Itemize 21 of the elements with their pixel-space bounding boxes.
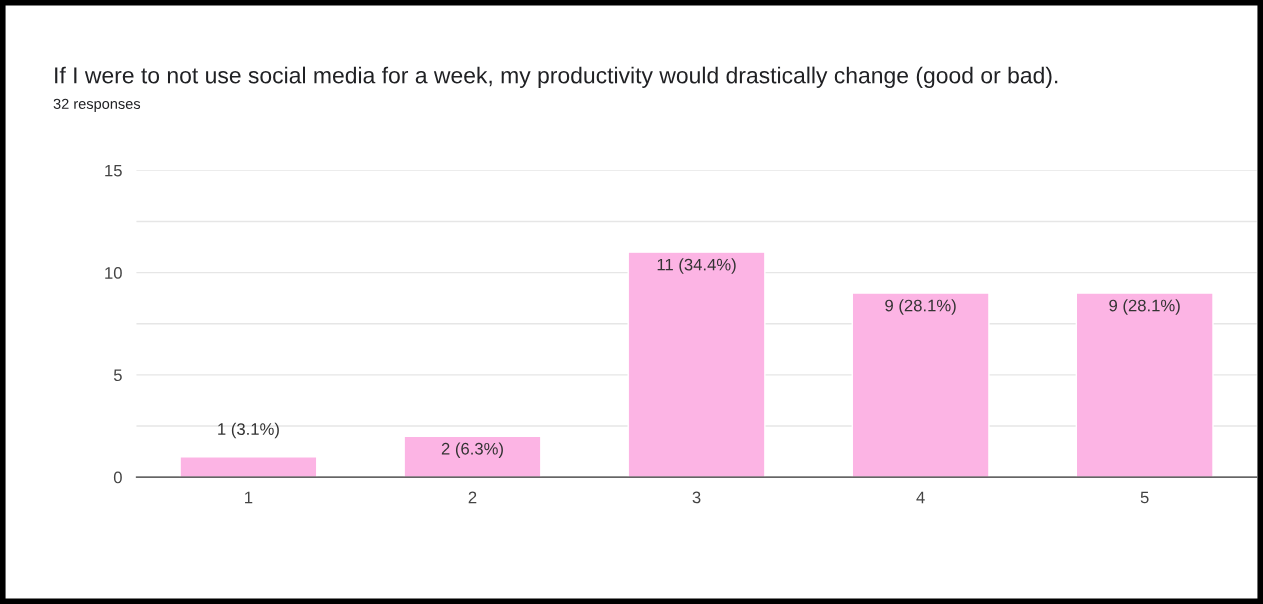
y-tick-label: 10 [105,267,122,279]
y-tick-label: 0 [113,471,122,484]
x-tick-label: 4 [916,491,925,504]
bar [1075,292,1214,478]
x-tick-label: 3 [692,491,701,504]
chart-subtitle: 32 responses [53,98,141,112]
bar [851,292,990,478]
bar [179,456,318,478]
data-label: 11 (34.4%) [657,258,736,274]
y-tick-label: 5 [113,369,122,382]
data-label: 1 (3.1%) [218,422,279,439]
data-label: 2 (6.3%) [441,442,503,458]
x-tick-label: 2 [468,491,477,504]
x-tick-label: 1 [245,491,253,504]
data-label: 9 (28.1%) [1109,299,1180,315]
bar [403,435,542,478]
chart-title: If I were to not use social media for a week, my productivity would drastically change (good or bad). [55,66,1058,88]
y-tick-label: 15 [105,164,122,177]
data-label: 9 (28.1%) [885,299,956,315]
bar [627,251,766,478]
x-tick-label: 5 [1140,491,1149,504]
